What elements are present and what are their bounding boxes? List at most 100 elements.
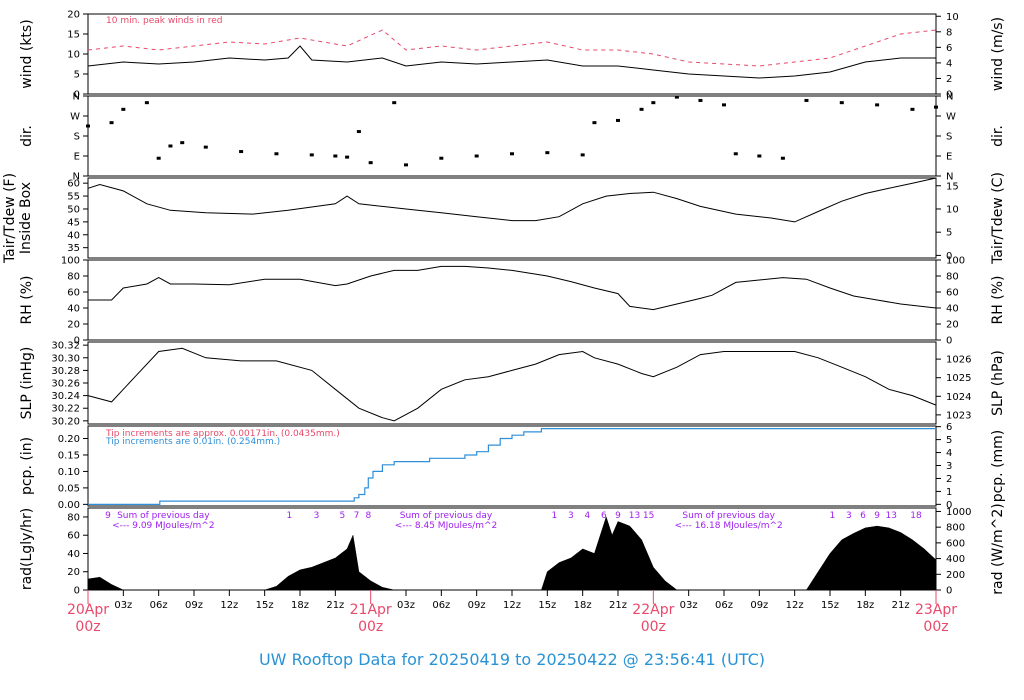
right-tick-label: 1026 <box>946 355 971 366</box>
series-10-min-peak-winds <box>87 29 937 67</box>
right-tick-label: 20 <box>946 320 959 331</box>
direction-point <box>309 153 314 157</box>
left-tick-label: E <box>74 152 80 163</box>
uv-mark: 13 <box>629 511 640 521</box>
x-tick-label: 18z <box>856 600 874 611</box>
pcp-annotation-approx: Tip increments are approx. 0.00171in. (0… <box>105 429 340 439</box>
right-tick-label: 800 <box>946 523 965 534</box>
x-tick-label: 12z <box>503 600 521 611</box>
left-tick-label: 0.20 <box>58 434 80 445</box>
right-tick-label: 60 <box>946 288 959 299</box>
right-tick-label: 1025 <box>946 373 971 384</box>
left-tick-label: 80 <box>67 272 80 283</box>
direction-point <box>368 161 373 165</box>
left-tick-label: W <box>70 112 80 123</box>
panel-frame <box>87 177 937 259</box>
series-wind <box>87 45 936 79</box>
day-label-date: 22Apr <box>632 602 674 618</box>
direction-point <box>839 101 844 105</box>
right-tick-label: 6 <box>946 422 952 433</box>
right-axis-label: pcp. (mm) <box>990 430 1006 503</box>
left-tick-label: 100 <box>61 256 80 267</box>
direction-point <box>639 107 644 111</box>
right-tick-label: 15 <box>946 181 959 192</box>
direction-point <box>804 98 809 102</box>
direction-point <box>439 156 444 160</box>
direction-point <box>356 130 361 134</box>
right-tick-label: 5 <box>946 228 952 239</box>
right-tick-label: 4 <box>946 448 952 459</box>
x-tick-label: 06z <box>150 600 168 611</box>
direction-point <box>780 156 785 160</box>
uv-mark: 1 <box>287 511 293 521</box>
left-tick-label: 0 <box>74 90 80 101</box>
x-tick-label: 03z <box>114 600 132 611</box>
left-tick-label: 55 <box>67 192 80 203</box>
left-tick-label: 0.00 <box>58 500 80 511</box>
right-tick-label: 4 <box>946 58 952 69</box>
panel-pcp: 0.00 0.05 0.10 0.15 0.20 0 1 2 3 4 5 6 pcp. (in) pcp.… <box>19 422 1006 511</box>
right-tick-label: N <box>946 92 953 103</box>
right-tick-label: 100 <box>946 256 965 267</box>
right-tick-label: N <box>946 172 953 183</box>
direction-point <box>580 153 585 157</box>
panel-rh: 0 20 40 60 80 100 0 20 40 60 80 100 RH (%) RH (%) <box>19 256 1006 347</box>
right-axis-label: dir. <box>990 125 1006 147</box>
direction-point <box>121 107 126 111</box>
left-axis-label: Tair/Tdew (F) <box>2 173 18 264</box>
left-tick-label: 30.30 <box>51 353 80 364</box>
left-tick-label: 10 <box>67 50 80 61</box>
direction-point <box>404 163 408 167</box>
direction-point <box>333 154 338 158</box>
uv-mark: 7 <box>354 511 360 521</box>
direction-point <box>722 103 726 107</box>
x-tick-label: 06z <box>715 600 733 611</box>
direction-point <box>934 105 938 109</box>
direction-point <box>592 121 597 125</box>
uv-mark: 9 <box>874 511 880 521</box>
day-label-date: 23Apr <box>915 602 957 618</box>
x-tick-label: 03z <box>397 600 415 611</box>
right-axis-label: Tair/Tdew (C) <box>990 172 1006 265</box>
right-tick-label: 2 <box>946 74 952 85</box>
right-tick-label: 1000 <box>946 507 971 518</box>
left-tick-label: 30.26 <box>51 379 80 390</box>
right-tick-label: 200 <box>946 570 965 581</box>
right-tick-label: 0 <box>946 251 952 262</box>
right-tick-label: 10 <box>946 12 959 23</box>
uv-mark: 9 <box>615 511 621 521</box>
panel-frame <box>87 259 937 341</box>
right-tick-label: 0 <box>946 586 952 597</box>
right-axis-label: SLP (hPa) <box>990 350 1006 416</box>
left-axis-label: pcp. (in) <box>19 437 35 495</box>
uv-mark: 3 <box>846 511 852 521</box>
uv-mark: 6 <box>601 511 607 521</box>
direction-point <box>203 145 208 149</box>
uv-mark: 3 <box>314 511 320 521</box>
left-tick-label: 40 <box>67 549 80 560</box>
uv-mark: 5 <box>340 511 346 521</box>
left-tick-label: 80 <box>67 512 80 523</box>
direction-point <box>109 121 114 125</box>
right-tick-label: 0 <box>946 336 952 347</box>
direction-point <box>168 144 173 148</box>
x-tick-label: 09z <box>750 600 768 611</box>
right-tick-label: S <box>946 132 952 143</box>
uv-mark: 6 <box>860 511 866 521</box>
x-tick-label: 21z <box>609 600 627 611</box>
left-tick-label: 5 <box>74 70 80 81</box>
right-tick-label: 400 <box>946 554 965 565</box>
left-axis-label: RH (%) <box>19 276 35 325</box>
chart-footer: UW Rooftop Data for 20250419 to 20250422… <box>259 650 765 669</box>
direction-point <box>474 154 479 158</box>
direction-point <box>180 141 185 145</box>
left-tick-label: 30.24 <box>51 391 80 402</box>
right-tick-label: 0 <box>946 500 952 511</box>
right-tick-label: 3 <box>946 461 952 472</box>
x-tick-label: 21z <box>326 600 344 611</box>
left-tick-label: 40 <box>67 304 80 315</box>
right-axis-label: rad (W/m^2) <box>990 503 1006 594</box>
left-tick-label: 60 <box>67 288 80 299</box>
